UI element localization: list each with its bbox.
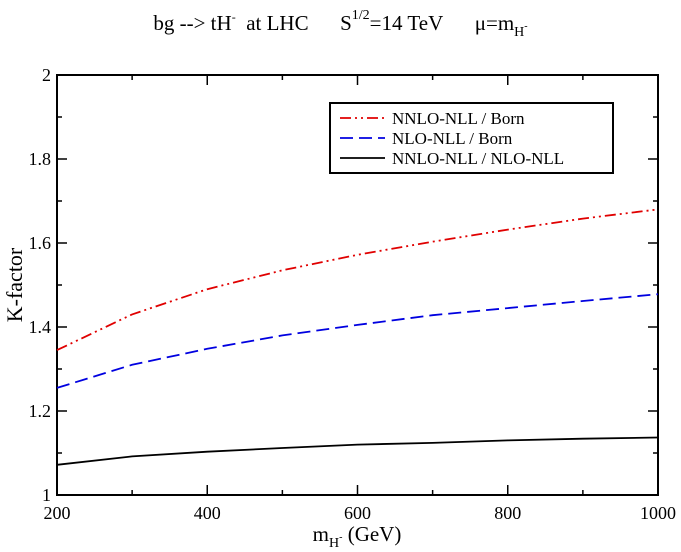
series-nnlo-nll-born — [56, 208, 659, 351]
x-axis-label: mH- (GeV) — [313, 522, 402, 551]
title-process-sup: - — [232, 10, 236, 24]
x-tick-label: 200 — [44, 503, 71, 523]
x-tick-label: 600 — [344, 503, 371, 523]
legend-label-nnlo-born: NNLO-NLL / Born — [392, 109, 525, 128]
series-nlo-nll-born — [56, 293, 659, 389]
x-tick-label: 1000 — [640, 503, 676, 523]
y-tick-label: 1 — [42, 485, 51, 505]
series-nnlo-nll-nlo-nll — [56, 436, 659, 466]
y-axis: 1 1.2 1.4 1.6 1.8 2 — [29, 65, 658, 505]
title-energy-base: S — [340, 11, 352, 35]
x-axis-label-base: m — [313, 522, 329, 546]
y-tick-label: 1.8 — [29, 149, 52, 169]
legend-label-nlo-born: NLO-NLL / Born — [392, 129, 513, 148]
legend-label-nnlo-nlo: NNLO-NLL / NLO-NLL — [392, 149, 564, 168]
title-collider: at LHC — [246, 11, 308, 35]
title-scale-sub: H — [514, 25, 524, 40]
title-energy-sup: 1/2 — [352, 8, 370, 23]
legend-box — [329, 102, 614, 174]
title-process: bg --> tH — [153, 11, 231, 35]
title-scale-base: μ=m — [475, 11, 514, 35]
y-tick-label: 1.2 — [29, 401, 52, 421]
series-layer — [56, 208, 659, 466]
x-axis-label-subsup: - — [339, 532, 342, 543]
y-tick-label: 2 — [42, 65, 51, 85]
x-axis-label-rest: (GeV) — [342, 522, 401, 546]
x-axis-label-sub: H — [329, 536, 339, 551]
title-energy-rest: =14 TeV — [370, 11, 444, 35]
legend: NNLO-NLL / Born NLO-NLL / Born NNLO-NLL … — [329, 102, 614, 174]
y-tick-label: 1.6 — [29, 233, 52, 253]
y-tick-label: 1.4 — [29, 317, 52, 337]
x-tick-label: 400 — [194, 503, 221, 523]
y-axis-label: K-factor — [2, 247, 27, 322]
title-scale-subsup: - — [524, 21, 527, 32]
x-tick-label: 800 — [494, 503, 521, 523]
x-axis: 200 400 600 800 1000 — [44, 75, 676, 523]
chart-title: bg --> tH- at LHC S1/2=14 TeV μ=mH- — [153, 8, 527, 40]
